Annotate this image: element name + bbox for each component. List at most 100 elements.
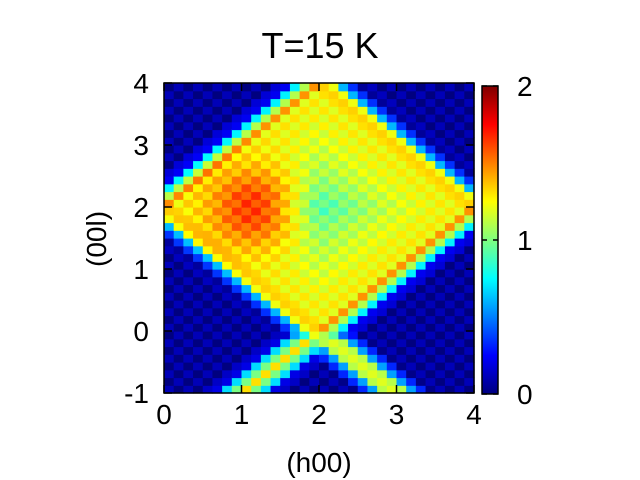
- heatmap-cell: [309, 137, 320, 146]
- heatmap-cell: [338, 183, 349, 193]
- heatmap-cell: [280, 292, 291, 301]
- heatmap-cell: [377, 354, 388, 363]
- heatmap-cell: [164, 160, 175, 169]
- heatmap-cell: [173, 323, 184, 332]
- heatmap-cell: [464, 323, 475, 332]
- heatmap-cell: [222, 346, 233, 355]
- heatmap-cell: [435, 323, 446, 332]
- heatmap-cell: [289, 129, 301, 138]
- heatmap-cell: [357, 269, 369, 278]
- heatmap-cell: [289, 121, 301, 131]
- heatmap-cell: [202, 385, 214, 394]
- heatmap-cell: [367, 106, 378, 115]
- heatmap-cell: [212, 323, 223, 332]
- heatmap-cell: [202, 269, 214, 278]
- heatmap-cell: [464, 222, 475, 231]
- heatmap-cell: [289, 90, 301, 100]
- heatmap-cell: [328, 191, 339, 200]
- heatmap-cell: [444, 354, 456, 363]
- heatmap-cell: [338, 199, 349, 208]
- heatmap-cell: [193, 121, 204, 131]
- heatmap-cell: [212, 354, 223, 363]
- heatmap-cell: [309, 245, 320, 255]
- heatmap-cell: [338, 338, 349, 348]
- heatmap-cell: [173, 106, 184, 115]
- heatmap-cell: [435, 331, 446, 340]
- heatmap-cell: [319, 114, 330, 123]
- heatmap-cell: [444, 106, 456, 115]
- heatmap-cell: [319, 191, 330, 200]
- heatmap-cell: [241, 315, 252, 324]
- heatmap-cell: [309, 106, 320, 115]
- heatmap-cell: [289, 230, 301, 239]
- heatmap-cell: [338, 222, 349, 231]
- heatmap-cell: [444, 207, 456, 216]
- heatmap-cell: [435, 114, 446, 123]
- heatmap-cell: [377, 145, 388, 154]
- heatmap-cell: [338, 238, 349, 247]
- heatmap-cell: [377, 230, 388, 239]
- heatmap-cell: [164, 346, 175, 355]
- heatmap-cell: [212, 145, 223, 154]
- heatmap-cell: [396, 307, 407, 317]
- heatmap-cell: [299, 168, 310, 177]
- heatmap-cell: [289, 245, 301, 255]
- heatmap-cell: [319, 121, 330, 131]
- heatmap-cell: [319, 238, 330, 247]
- heatmap-cell: [222, 98, 233, 107]
- heatmap-cell: [357, 331, 369, 340]
- heatmap-cell: [396, 238, 407, 247]
- heatmap-cell: [289, 83, 301, 92]
- heatmap-cell: [386, 160, 398, 169]
- heatmap-cell: [241, 114, 252, 123]
- heatmap-cell: [193, 300, 204, 309]
- heatmap-cell: [338, 129, 349, 138]
- heatmap-cell: [299, 152, 310, 162]
- heatmap-cell: [386, 121, 398, 131]
- heatmap-cell: [328, 323, 339, 332]
- heatmap-cell: [367, 214, 378, 224]
- heatmap-cell: [464, 238, 475, 247]
- heatmap-cell: [231, 152, 243, 162]
- heatmap-cell: [299, 385, 310, 394]
- heatmap-cell: [251, 292, 262, 301]
- heatmap-cell: [396, 331, 407, 340]
- heatmap-cell: [280, 315, 291, 324]
- heatmap-cell: [367, 292, 378, 301]
- heatmap-cell: [328, 346, 339, 355]
- heatmap-cell: [231, 300, 243, 309]
- heatmap-cell: [241, 191, 252, 200]
- heatmap-cell: [367, 160, 378, 169]
- heatmap-cell: [357, 338, 369, 348]
- heatmap-cell: [328, 245, 339, 255]
- heatmap-cell: [280, 90, 291, 100]
- heatmap-cell: [164, 369, 175, 379]
- heatmap-cell: [406, 362, 417, 371]
- heatmap-cell: [377, 98, 388, 107]
- heatmap-cell: [164, 207, 175, 216]
- heatmap-cell: [357, 362, 369, 371]
- heatmap-cell: [377, 238, 388, 247]
- heatmap-cell: [164, 331, 175, 340]
- heatmap-cell: [386, 152, 398, 162]
- heatmap-cell: [280, 183, 291, 193]
- heatmap-cell: [444, 199, 456, 208]
- heatmap-cell: [377, 292, 388, 301]
- heatmap-cell: [164, 137, 175, 146]
- heatmap-cell: [454, 114, 465, 123]
- heatmap-cell: [241, 377, 252, 386]
- heatmap-cell: [454, 292, 465, 301]
- heatmap-cell: [260, 207, 272, 216]
- heatmap-cell: [415, 106, 427, 115]
- heatmap-cell: [241, 207, 252, 216]
- heatmap-cell: [357, 160, 369, 169]
- heatmap-cell: [299, 354, 310, 363]
- heatmap-cell: [280, 300, 291, 309]
- heatmap-cell: [251, 114, 262, 123]
- heatmap-cell: [309, 129, 320, 138]
- heatmap-cell: [231, 238, 243, 247]
- heatmap-cell: [193, 207, 204, 216]
- heatmap-cell: [183, 145, 194, 154]
- heatmap-cell: [406, 191, 417, 200]
- heatmap-cell: [280, 307, 291, 317]
